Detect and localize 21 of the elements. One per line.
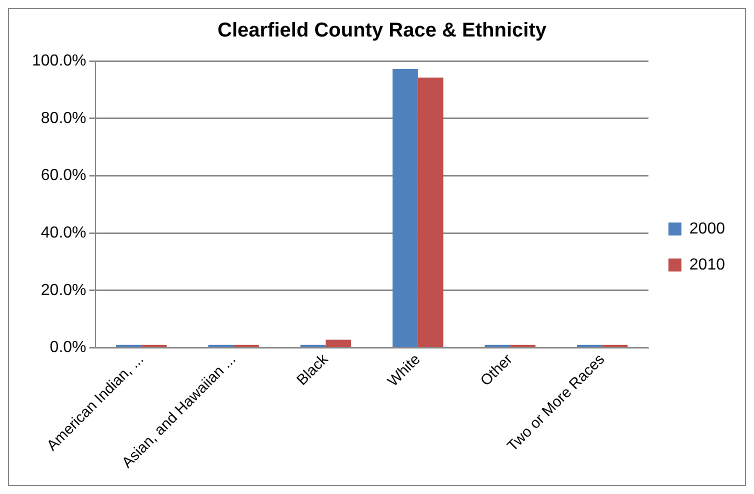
y-tick-label: 0.0% <box>50 339 86 356</box>
y-tick-label: 100.0% <box>32 52 86 70</box>
bar <box>116 344 142 348</box>
legend-label: 2000 <box>689 220 726 238</box>
bar <box>576 344 602 348</box>
bar <box>602 344 628 348</box>
bar <box>418 78 444 348</box>
bar <box>510 344 536 348</box>
y-tick-label: 80.0% <box>40 110 86 127</box>
chart-title: Clearfield County Race & Ethnicity <box>218 20 548 42</box>
y-tick-label: 60.0% <box>40 167 86 184</box>
bar <box>484 344 510 348</box>
bar <box>300 344 326 348</box>
y-tick-label: 40.0% <box>40 224 86 242</box>
bar <box>208 344 234 348</box>
bar <box>392 69 418 348</box>
legend-label: 2010 <box>689 256 726 274</box>
y-tick-label: 20.0% <box>40 282 86 299</box>
bar <box>326 340 352 348</box>
bar <box>234 344 259 348</box>
bar <box>141 344 167 348</box>
